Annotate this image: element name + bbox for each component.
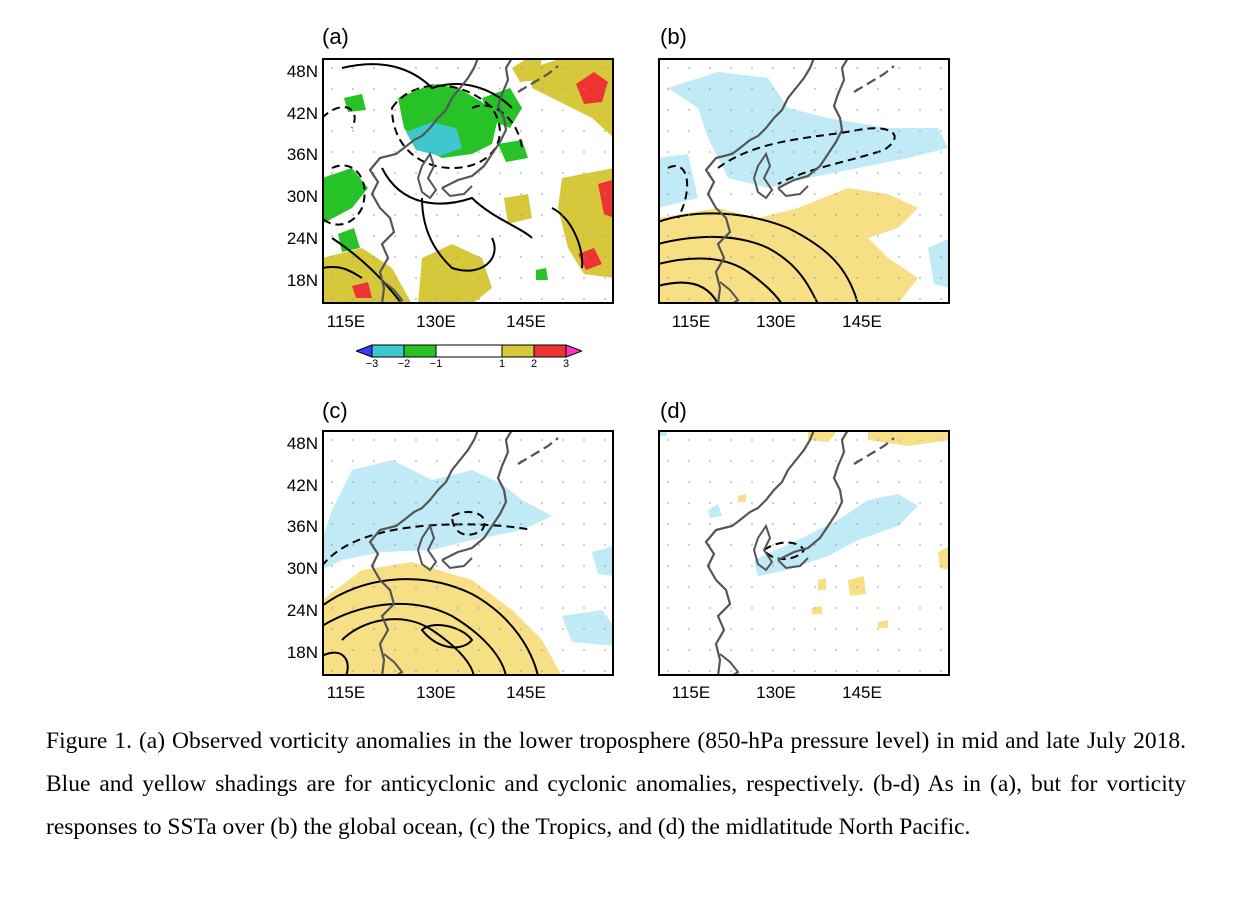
lon-label: 145E bbox=[506, 312, 546, 331]
map-panel-c bbox=[322, 430, 614, 676]
lon-label: 130E bbox=[416, 312, 456, 331]
map-panel-a bbox=[322, 58, 614, 304]
lat-label: 24N bbox=[286, 229, 318, 248]
lon-label: 130E bbox=[756, 683, 796, 702]
colorbar-label: −2 bbox=[397, 358, 411, 370]
colorbar-label: 2 bbox=[530, 358, 538, 370]
lon-label: 115E bbox=[326, 312, 366, 331]
colorbar-label: −3 bbox=[365, 358, 379, 370]
panel-label-d: (d) bbox=[660, 398, 687, 423]
lat-label: 30N bbox=[286, 559, 318, 578]
lon-label: 145E bbox=[506, 683, 546, 702]
lon-label: 130E bbox=[416, 683, 456, 702]
lat-label: 42N bbox=[286, 104, 318, 123]
panel-label-a: (a) bbox=[322, 24, 349, 49]
lat-label: 24N bbox=[286, 601, 318, 620]
colorbar-label: 3 bbox=[562, 358, 570, 370]
lat-label: 36N bbox=[286, 517, 318, 536]
panel-label-c: (c) bbox=[322, 398, 348, 423]
lat-label: 48N bbox=[286, 434, 318, 453]
lat-label: 18N bbox=[286, 643, 318, 662]
lat-label: 42N bbox=[286, 476, 318, 495]
panel-label-b: (b) bbox=[660, 24, 687, 49]
lon-label: 130E bbox=[756, 312, 796, 331]
lat-label: 36N bbox=[286, 145, 318, 164]
colorbar bbox=[356, 344, 582, 358]
lat-label: 48N bbox=[286, 62, 318, 81]
lon-label: 115E bbox=[671, 312, 711, 331]
lon-label: 115E bbox=[671, 683, 711, 702]
lon-label: 145E bbox=[842, 312, 882, 331]
map-panel-d bbox=[658, 430, 950, 676]
map-panel-b bbox=[658, 58, 950, 304]
lon-label: 115E bbox=[326, 683, 366, 702]
colorbar-label: 1 bbox=[498, 358, 506, 370]
lat-label: 30N bbox=[286, 187, 318, 206]
colorbar-label: −1 bbox=[429, 358, 443, 370]
lat-label: 18N bbox=[286, 271, 318, 290]
lon-label: 145E bbox=[842, 683, 882, 702]
figure-caption: Figure 1. (a) Observed vorticity anomali… bbox=[46, 728, 1186, 840]
